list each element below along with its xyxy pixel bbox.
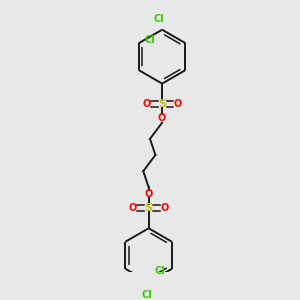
Text: O: O: [145, 189, 153, 199]
Text: Cl: Cl: [154, 266, 165, 276]
Text: O: O: [158, 113, 166, 123]
Text: O: O: [142, 99, 151, 109]
Text: O: O: [160, 203, 168, 213]
Text: S: S: [145, 203, 153, 213]
Text: S: S: [158, 99, 166, 109]
Text: O: O: [174, 99, 182, 109]
Text: Cl: Cl: [145, 35, 155, 45]
Text: Cl: Cl: [142, 290, 153, 300]
Text: Cl: Cl: [154, 14, 164, 24]
Text: O: O: [129, 203, 137, 213]
